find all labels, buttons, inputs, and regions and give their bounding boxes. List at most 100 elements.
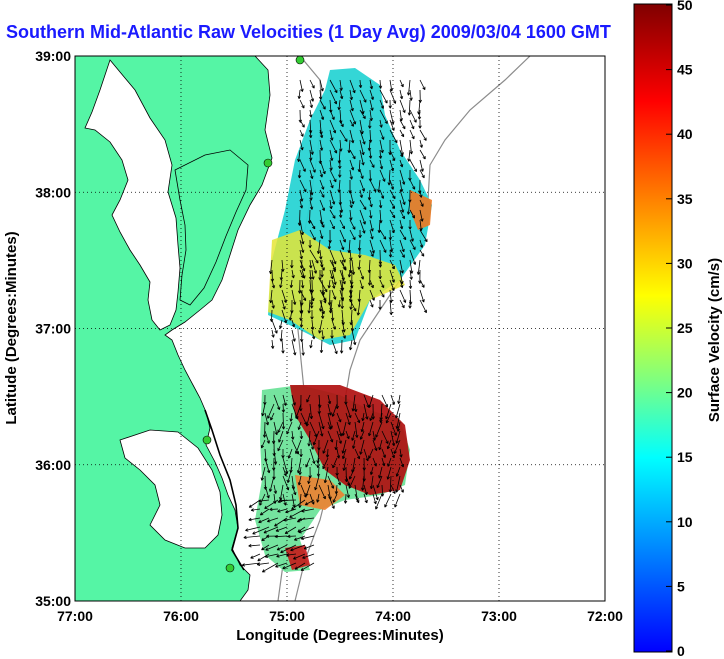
velocity-arrow	[399, 129, 405, 138]
velocity-arrow	[271, 329, 275, 338]
velocity-arrow	[388, 249, 393, 258]
velocity-arrow	[273, 484, 278, 494]
velocity-arrow	[290, 544, 306, 552]
velocity-arrow	[281, 299, 286, 310]
velocity-arrow	[293, 553, 306, 560]
velocity-arrow	[319, 129, 324, 139]
velocity-arrow	[289, 412, 293, 422]
velocity-arrow	[319, 179, 325, 190]
velocity-arrow	[399, 119, 406, 130]
velocity-arrow	[297, 89, 301, 99]
velocity-arrow	[359, 430, 365, 440]
velocity-arrow	[390, 421, 397, 436]
velocity-arrow	[345, 430, 350, 440]
velocity-arrow	[329, 159, 333, 171]
velocity-arrow	[375, 421, 383, 438]
velocity-arrow	[339, 239, 345, 251]
y-tick-label: 39:00	[35, 48, 71, 64]
x-tick-label: 72:00	[587, 608, 623, 624]
velocity-arrow	[389, 79, 394, 92]
velocity-arrow	[299, 129, 304, 137]
velocity-arrow	[378, 259, 383, 268]
velocity-arrow	[379, 289, 385, 298]
velocity-arrow	[331, 289, 337, 300]
velocity-arrow	[358, 79, 363, 89]
velocity-arrow	[318, 269, 322, 281]
colorbar-tick-label: 0	[677, 643, 685, 659]
velocity-arrow	[330, 329, 334, 339]
velocity-arrow	[387, 169, 391, 186]
velocity-arrow	[378, 269, 382, 280]
velocity-arrow	[348, 475, 356, 489]
velocity-arrow	[354, 412, 361, 424]
velocity-arrow	[379, 129, 385, 140]
velocity-arrow	[319, 229, 324, 240]
velocity-arrow	[258, 517, 270, 524]
velocity-arrow	[319, 99, 326, 110]
velocity-arrow	[318, 484, 326, 500]
velocity-arrow	[287, 534, 297, 539]
velocity-arrow	[399, 189, 406, 205]
velocity-arrow	[379, 89, 388, 104]
velocity-arrow	[331, 403, 338, 417]
chesapeake-bay	[84, 59, 181, 331]
velocity-arrow	[264, 553, 279, 559]
velocity-arrow	[351, 329, 357, 346]
velocity-arrow	[367, 189, 372, 201]
velocity-arrow	[385, 412, 392, 424]
velocity-arrow	[419, 249, 425, 257]
velocity-arrow	[280, 544, 297, 554]
velocity-arrow	[325, 448, 330, 458]
velocity-arrow	[419, 139, 423, 148]
velocity-arrow	[399, 89, 404, 100]
velocity-arrow	[269, 507, 279, 512]
velocity-arrow	[290, 259, 294, 269]
velocity-arrow	[327, 394, 332, 405]
velocity-arrow	[293, 535, 306, 541]
velocity-arrow	[349, 159, 355, 171]
velocity-arrow	[282, 394, 287, 406]
velocity-arrow	[389, 129, 398, 144]
velocity-arrow	[305, 484, 311, 497]
velocity-arrow	[349, 199, 353, 209]
velocity-arrow	[319, 339, 324, 354]
velocity-arrow	[321, 289, 327, 304]
velocity-arrow	[389, 259, 395, 270]
velocity-arrow	[291, 329, 296, 342]
velocity-arrow	[319, 159, 326, 175]
velocity-arrow	[359, 439, 365, 455]
velocity-arrow	[281, 448, 285, 459]
x-tick-label: 76:00	[163, 608, 199, 624]
velocity-arrow	[369, 219, 374, 232]
velocity-arrow	[336, 475, 342, 486]
velocity-arrow	[395, 466, 401, 477]
velocity-arrow	[299, 448, 303, 458]
velocity-arrow	[399, 79, 404, 88]
velocity-arrow	[349, 99, 354, 112]
velocity-arrow	[419, 199, 424, 207]
velocity-arrow	[359, 139, 365, 156]
velocity-arrow	[385, 403, 392, 420]
velocity-arrow	[409, 159, 417, 173]
velocity-arrow	[281, 412, 286, 430]
velocity-arrow	[381, 394, 389, 408]
grid-lines	[75, 56, 605, 601]
colorbar-tick-label: 40	[677, 126, 693, 142]
velocity-arrow	[291, 289, 297, 305]
velocity-arrow	[349, 229, 356, 241]
velocity-arrow	[274, 534, 288, 539]
velocity-arrow	[349, 109, 357, 125]
velocity-arrow	[327, 430, 334, 443]
velocity-arrow	[361, 475, 365, 491]
velocity-arrow	[319, 79, 324, 92]
velocity-arrow	[318, 412, 325, 430]
velocity-arrow	[300, 535, 315, 541]
velocity-arrow	[327, 239, 332, 250]
velocity-arrow	[399, 169, 406, 185]
velocity-arrow	[298, 517, 315, 522]
velocity-arrow	[419, 169, 425, 179]
velocity-arrow	[408, 299, 412, 309]
velocity-arrow	[384, 493, 392, 508]
velocity-arrow	[378, 79, 383, 89]
velocity-arrow	[329, 199, 333, 210]
